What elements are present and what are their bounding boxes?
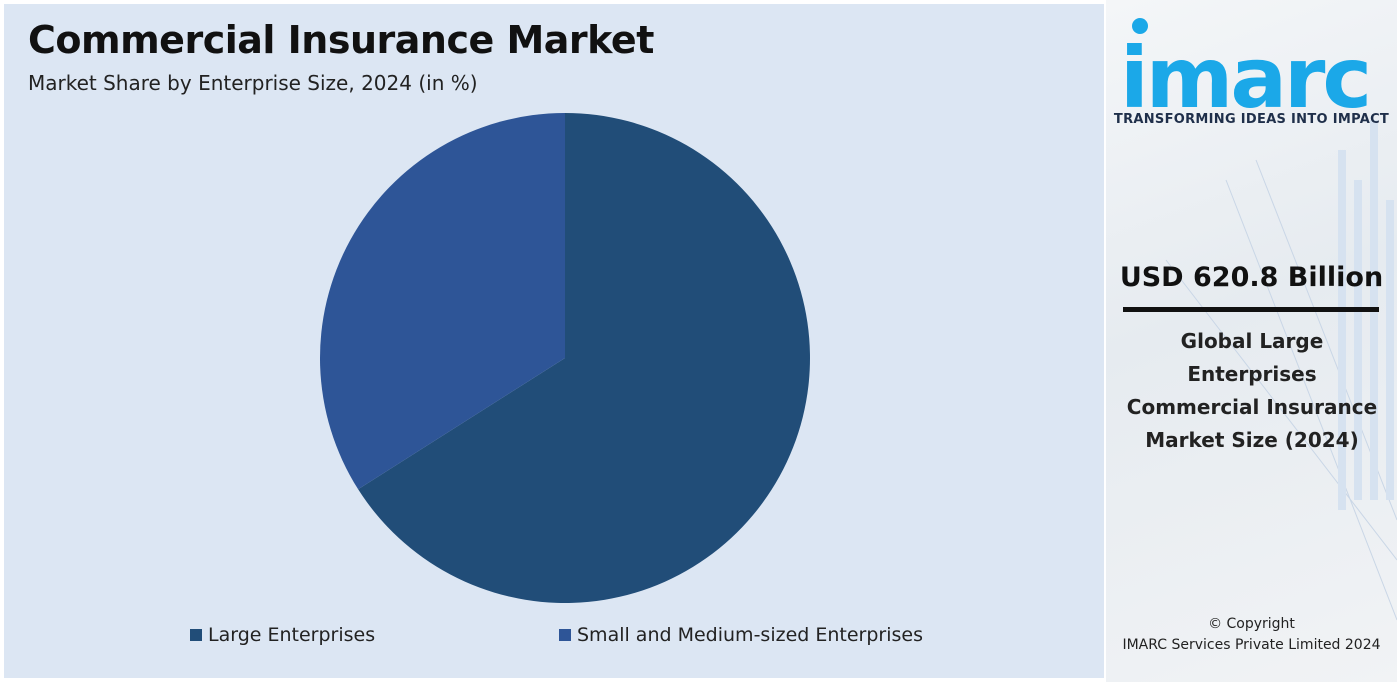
logo-wordmark: imarc — [1120, 29, 1372, 127]
logo-dot — [1132, 18, 1148, 34]
legend-item-smes: Small and Medium-sized Enterprises — [559, 624, 923, 646]
market-value: USD 620.8 Billion — [1119, 262, 1384, 293]
legend-item-large-enterprises: Large Enterprises — [190, 624, 375, 646]
imarc-logo: imarc — [1116, 14, 1396, 120]
legend: Large Enterprises Small and Medium-sized… — [190, 624, 990, 652]
legend-swatch-large-enterprises — [190, 629, 202, 641]
copyright-line1: © Copyright — [1208, 616, 1295, 632]
logo-tagline: TRANSFORMING IDEAS INTO IMPACT — [1113, 112, 1390, 127]
pie-slice-large-enterprises — [358, 113, 810, 603]
chart-title: Commercial Insurance Market — [28, 18, 654, 62]
info-sidebar: imarc TRANSFORMING IDEAS INTO IMPACT USD… — [1106, 0, 1397, 682]
chart-subtitle: Market Share by Enterprise Size, 2024 (i… — [28, 71, 478, 95]
legend-label-large-enterprises: Large Enterprises — [208, 624, 376, 646]
pie-slice-smes — [320, 113, 565, 490]
pie-chart — [320, 113, 810, 603]
legend-swatch-smes — [559, 629, 571, 641]
market-description: Global Large Enterprises Commercial Insu… — [1126, 329, 1378, 452]
copyright: © Copyright IMARC Services Private Limit… — [1106, 614, 1397, 656]
copyright-line2: IMARC Services Private Limited 2024 — [1122, 637, 1381, 653]
legend-label-smes: Small and Medium-sized Enterprises — [577, 624, 923, 646]
divider — [1123, 307, 1379, 312]
chart-panel: Commercial Insurance Market Market Share… — [4, 4, 1104, 678]
